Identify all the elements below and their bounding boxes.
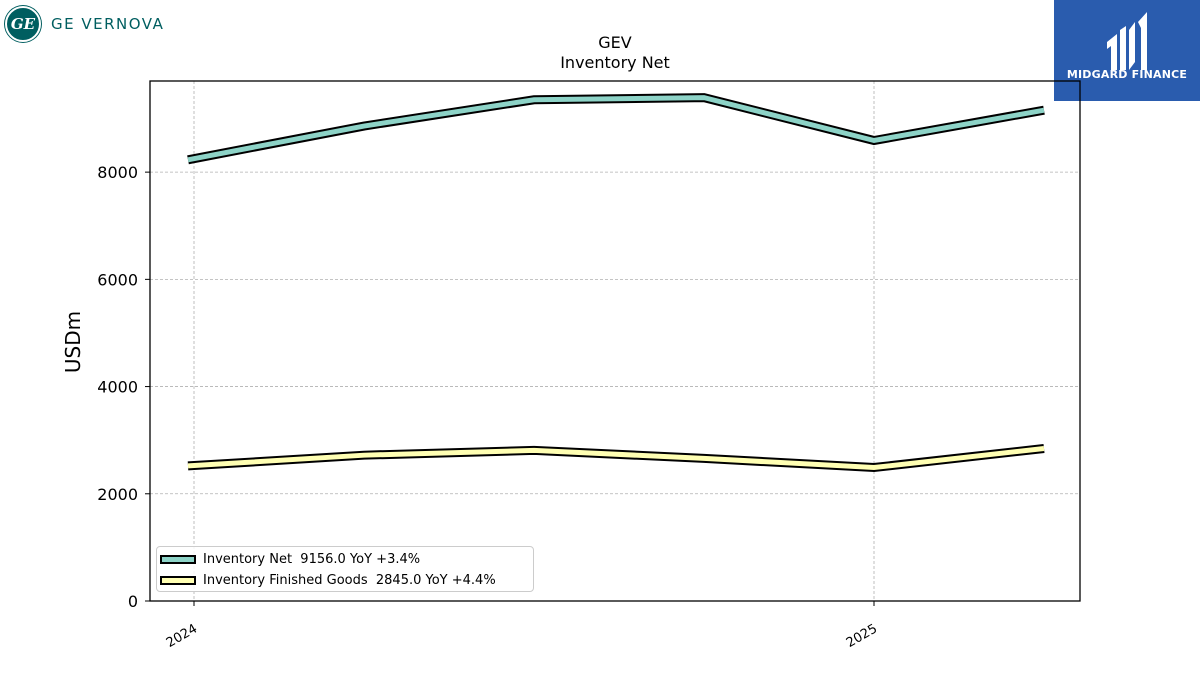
x-tick-label: 2024 (164, 621, 200, 651)
legend-label: Inventory Net 9156.0 YoY +3.4% (203, 551, 421, 567)
legend-item-inventory-finished-goods: Inventory Finished Goods 2845.0 YoY +4.4… (160, 571, 496, 589)
series-line-inventory-net (187, 95, 1045, 163)
brand-name: MIDGARD FINANCE (1066, 68, 1188, 81)
y-tick-label: 2000 (97, 485, 138, 504)
legend-swatch (160, 575, 196, 585)
legend-item-inventory-net: Inventory Net 9156.0 YoY +3.4% (160, 550, 420, 568)
x-tick-label: 2025 (844, 621, 880, 651)
company-logo-text: GE VERNOVA (51, 15, 165, 33)
y-tick-label: 4000 (97, 378, 138, 397)
legend-label: Inventory Finished Goods 2845.0 YoY +4.4… (203, 572, 496, 588)
chart-subtitle: Inventory Net (560, 53, 670, 72)
legend-swatch (160, 554, 196, 564)
chart-title: GEV (598, 33, 632, 52)
company-logo: GE GE VERNOVA (5, 5, 164, 43)
y-tick-label: 8000 (97, 163, 138, 182)
y-tick-label: 0 (128, 592, 138, 611)
chart-legend: Inventory Net 9156.0 YoY +3.4% Inventory… (156, 546, 534, 592)
brand-logo: MIDGARD FINANCE (1054, 0, 1200, 101)
series-line-inventory-finished-goods (187, 446, 1045, 471)
y-axis-label: USDm (61, 311, 85, 373)
series-line-outline (187, 93, 1045, 165)
y-tick-label: 6000 (97, 270, 138, 289)
brand-mark-icon (1107, 12, 1147, 70)
plot-frame (149, 80, 1081, 602)
ge-monogram-icon: GE (5, 6, 41, 42)
